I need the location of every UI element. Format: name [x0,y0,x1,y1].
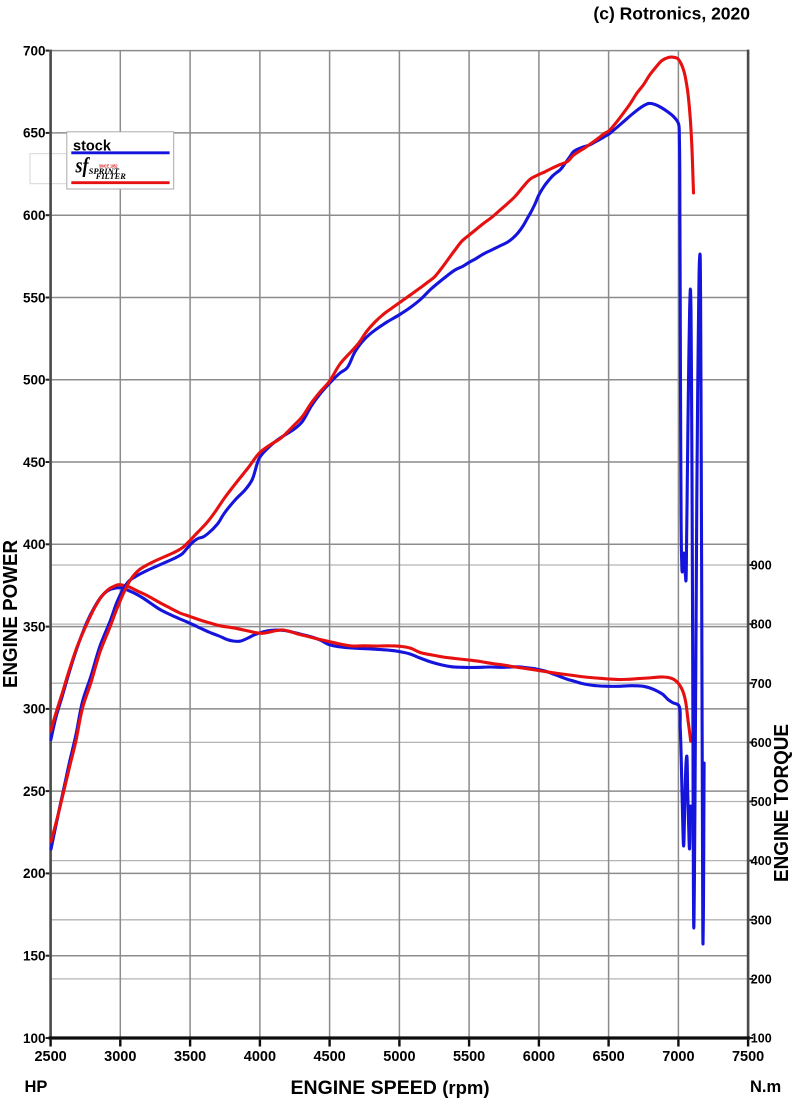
svg-text:700: 700 [23,43,46,58]
svg-text:300: 300 [751,913,772,927]
svg-text:250: 250 [23,784,46,799]
svg-text:800: 800 [751,618,772,632]
svg-text:SPRINT: SPRINT [89,166,120,176]
svg-text:450: 450 [23,455,46,470]
svg-text:500: 500 [751,795,772,809]
svg-text:600: 600 [23,208,46,223]
svg-text:550: 550 [23,290,46,305]
svg-text:5500: 5500 [453,1049,485,1065]
svg-text:3500: 3500 [174,1049,206,1065]
svg-text:300: 300 [23,702,46,717]
svg-text:7500: 7500 [732,1049,764,1065]
svg-text:HP: HP [25,1078,48,1096]
svg-text:400: 400 [751,854,772,868]
svg-text:100: 100 [751,1032,772,1046]
svg-text:N.m: N.m [750,1078,781,1096]
svg-text:100: 100 [23,1031,46,1046]
svg-text:200: 200 [751,973,772,987]
svg-text:(c) Rotronics, 2020: (c) Rotronics, 2020 [593,4,750,24]
svg-text:6000: 6000 [523,1049,555,1065]
svg-text:SINCE 1952: SINCE 1952 [99,164,118,169]
svg-text:FILTER: FILTER [95,171,126,181]
svg-text:4000: 4000 [244,1049,276,1065]
svg-text:900: 900 [751,559,772,573]
svg-text:350: 350 [23,619,46,634]
svg-text:6500: 6500 [592,1049,624,1065]
svg-text:stock: stock [73,139,112,155]
svg-text:3000: 3000 [104,1049,136,1065]
svg-text:400: 400 [23,537,46,552]
svg-text:2500: 2500 [34,1049,66,1065]
svg-text:150: 150 [23,949,46,964]
svg-text:4500: 4500 [313,1049,345,1065]
svg-text:600: 600 [751,736,772,750]
svg-text:650: 650 [23,126,46,141]
svg-text:sf: sf [75,153,91,178]
svg-text:700: 700 [751,677,772,691]
svg-text:5000: 5000 [383,1049,415,1065]
svg-text:ENGINE POWER: ENGINE POWER [0,539,22,688]
svg-text:ENGINE SPEED (rpm): ENGINE SPEED (rpm) [291,1077,490,1099]
svg-text:7000: 7000 [662,1049,694,1065]
svg-text:500: 500 [23,373,46,388]
svg-text:ENGINE TORQUE: ENGINE TORQUE [771,724,793,882]
svg-text:200: 200 [23,866,46,881]
